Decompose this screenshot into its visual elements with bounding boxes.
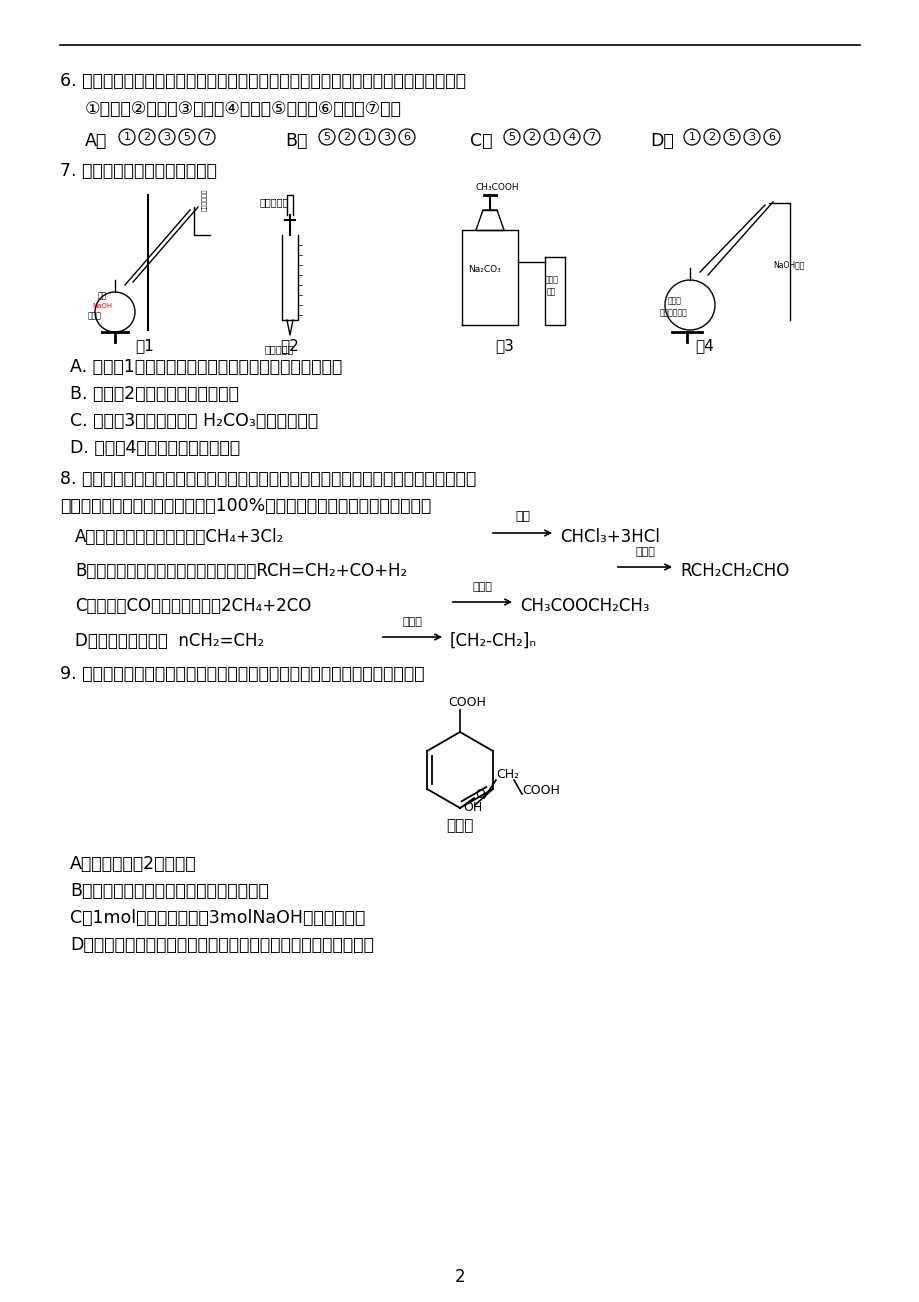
Text: 6: 6 bbox=[403, 132, 410, 142]
Text: D．: D． bbox=[650, 132, 673, 150]
Text: 2: 2 bbox=[343, 132, 350, 142]
Text: 9. 分枝酸可用于生化研究．其结构简式如图．下列关于分枝酸的叙述正确的是: 9. 分枝酸可用于生化研究．其结构简式如图．下列关于分枝酸的叙述正确的是 bbox=[60, 665, 424, 684]
Text: NaOH: NaOH bbox=[92, 303, 112, 309]
Text: NaOH溶液: NaOH溶液 bbox=[772, 260, 803, 270]
Text: D. 利用图4所示装置制备乙酸乙酯: D. 利用图4所示装置制备乙酸乙酯 bbox=[70, 439, 240, 457]
Text: 2: 2 bbox=[143, 132, 151, 142]
Text: 7: 7 bbox=[203, 132, 210, 142]
Text: C．: C． bbox=[470, 132, 492, 150]
Text: 5: 5 bbox=[728, 132, 734, 142]
Text: 3: 3 bbox=[164, 132, 170, 142]
Text: C．1mol分枝酸最多可与3molNaOH发生中和反应: C．1mol分枝酸最多可与3molNaOH发生中和反应 bbox=[70, 909, 365, 927]
Text: 催化剂: 催化剂 bbox=[472, 582, 492, 592]
Text: 溴乙烷: 溴乙烷 bbox=[88, 311, 102, 320]
Text: 1: 1 bbox=[687, 132, 695, 142]
Text: 7: 7 bbox=[588, 132, 595, 142]
Text: B．可与乙醇、乙酸反应，且反应类型相同: B．可与乙醇、乙酸反应，且反应类型相同 bbox=[70, 881, 268, 900]
Text: 2: 2 bbox=[528, 132, 535, 142]
Text: 图1: 图1 bbox=[135, 339, 154, 353]
Text: 滴加稀氨水: 滴加稀氨水 bbox=[260, 197, 289, 207]
Text: 硝酸银溶液: 硝酸银溶液 bbox=[265, 344, 294, 354]
Text: B. 利用图2所示装置配置银氨溶液: B. 利用图2所示装置配置银氨溶液 bbox=[70, 385, 239, 404]
Text: 6: 6 bbox=[767, 132, 775, 142]
Text: 浓硫酸: 浓硫酸 bbox=[667, 296, 681, 305]
Text: 7. 下列实验操作或装置正确的是: 7. 下列实验操作或装置正确的是 bbox=[60, 161, 217, 180]
Text: 苯酚钠: 苯酚钠 bbox=[544, 275, 558, 284]
Text: 催化剂: 催化剂 bbox=[634, 547, 654, 557]
Text: 乙醇、乙酸、: 乙醇、乙酸、 bbox=[659, 309, 687, 316]
Text: 光照: 光照 bbox=[515, 510, 529, 523]
Text: C. 利用图3所示装置证明 H₂CO₃酸性强于苯酚: C. 利用图3所示装置证明 H₂CO₃酸性强于苯酚 bbox=[70, 411, 318, 430]
Text: 4: 4 bbox=[568, 132, 575, 142]
Text: 2: 2 bbox=[454, 1268, 465, 1286]
Text: CH₃COOCH₂CH₃: CH₃COOCH₂CH₃ bbox=[519, 598, 649, 615]
Text: CHCl₃+3HCl: CHCl₃+3HCl bbox=[560, 529, 659, 546]
Text: [CH₂-CH₂]ₙ: [CH₂-CH₂]ₙ bbox=[449, 631, 537, 650]
Text: 1: 1 bbox=[548, 132, 555, 142]
Text: RCH₂CH₂CHO: RCH₂CH₂CHO bbox=[679, 562, 789, 579]
Text: COOH: COOH bbox=[448, 697, 485, 710]
Text: ①取代；②加成；③氧化；④还原；⑤消去；⑥酯化；⑦中和: ①取代；②加成；③氧化；④还原；⑤消去；⑥酯化；⑦中和 bbox=[85, 100, 402, 118]
Text: 图3: 图3 bbox=[495, 339, 514, 353]
Text: OH: OH bbox=[462, 801, 482, 814]
Text: O: O bbox=[474, 788, 484, 801]
Text: A. 利用图1所示装置检验溴乙烷发生消去反应，生成乙烯: A. 利用图1所示装置检验溴乙烷发生消去反应，生成乙烯 bbox=[70, 358, 342, 376]
Text: C．甲烷、CO合成乙酸乙酯：2CH₄+2CO: C．甲烷、CO合成乙酸乙酯：2CH₄+2CO bbox=[75, 598, 311, 615]
Text: Na₂CO₃: Na₂CO₃ bbox=[468, 266, 500, 273]
Text: 3: 3 bbox=[748, 132, 754, 142]
Text: 3: 3 bbox=[383, 132, 390, 142]
Text: 分枝酸: 分枝酸 bbox=[446, 818, 473, 833]
Text: COOH: COOH bbox=[521, 784, 560, 797]
Text: 图4: 图4 bbox=[695, 339, 713, 353]
Text: 乙醇: 乙醇 bbox=[98, 292, 108, 299]
Text: 6. 由乙醇制取环乙二酸乙二酯时，最简便的流程需要下列哪些反应，其正确的顺序是：: 6. 由乙醇制取环乙二酸乙二酯时，最简便的流程需要下列哪些反应，其正确的顺序是： bbox=[60, 72, 466, 90]
Text: 1: 1 bbox=[123, 132, 130, 142]
Text: 2: 2 bbox=[708, 132, 715, 142]
Text: 8. 绿色化学的核心是反应过程的绿色化，即要求原料物质中的所有原子完全被利用且全部: 8. 绿色化学的核心是反应过程的绿色化，即要求原料物质中的所有原子完全被利用且全… bbox=[60, 470, 476, 488]
Text: 溶液: 溶液 bbox=[547, 286, 556, 296]
Text: 图2: 图2 bbox=[280, 339, 299, 353]
Text: CH₃COOH: CH₃COOH bbox=[475, 184, 519, 191]
Text: A．分子中含有2种官能团: A．分子中含有2种官能团 bbox=[70, 855, 197, 874]
Text: B．烯烃与水煤气发生的羰基合成反应：RCH=CH₂+CO+H₂: B．烯烃与水煤气发生的羰基合成反应：RCH=CH₂+CO+H₂ bbox=[75, 562, 407, 579]
Text: CH₂: CH₂ bbox=[495, 768, 518, 781]
Text: A．甲烷与氯气反应制氯仿：CH₄+3Cl₂: A．甲烷与氯气反应制氯仿：CH₄+3Cl₂ bbox=[75, 529, 284, 546]
Text: D．乙烯合成聚乙烯  nCH₂=CH₂: D．乙烯合成聚乙烯 nCH₂=CH₂ bbox=[75, 631, 264, 650]
Text: 5: 5 bbox=[508, 132, 515, 142]
Text: 5: 5 bbox=[183, 132, 190, 142]
Text: 催化剂: 催化剂 bbox=[403, 617, 422, 628]
Text: D．可使溴的四氯化碳溶液、酸性高锰酸钾溶液褪色，且原理相同: D．可使溴的四氯化碳溶液、酸性高锰酸钾溶液褪色，且原理相同 bbox=[70, 936, 373, 954]
Text: 5: 5 bbox=[323, 132, 330, 142]
Text: B．: B． bbox=[285, 132, 307, 150]
Text: 高锰酸钾溶液: 高锰酸钾溶液 bbox=[202, 189, 208, 211]
Text: 转入期望的产品中（即原子利用率100%），下列过程不符合这一思想的的是: 转入期望的产品中（即原子利用率100%），下列过程不符合这一思想的的是 bbox=[60, 497, 431, 516]
Text: 1: 1 bbox=[363, 132, 370, 142]
Text: A．: A． bbox=[85, 132, 108, 150]
